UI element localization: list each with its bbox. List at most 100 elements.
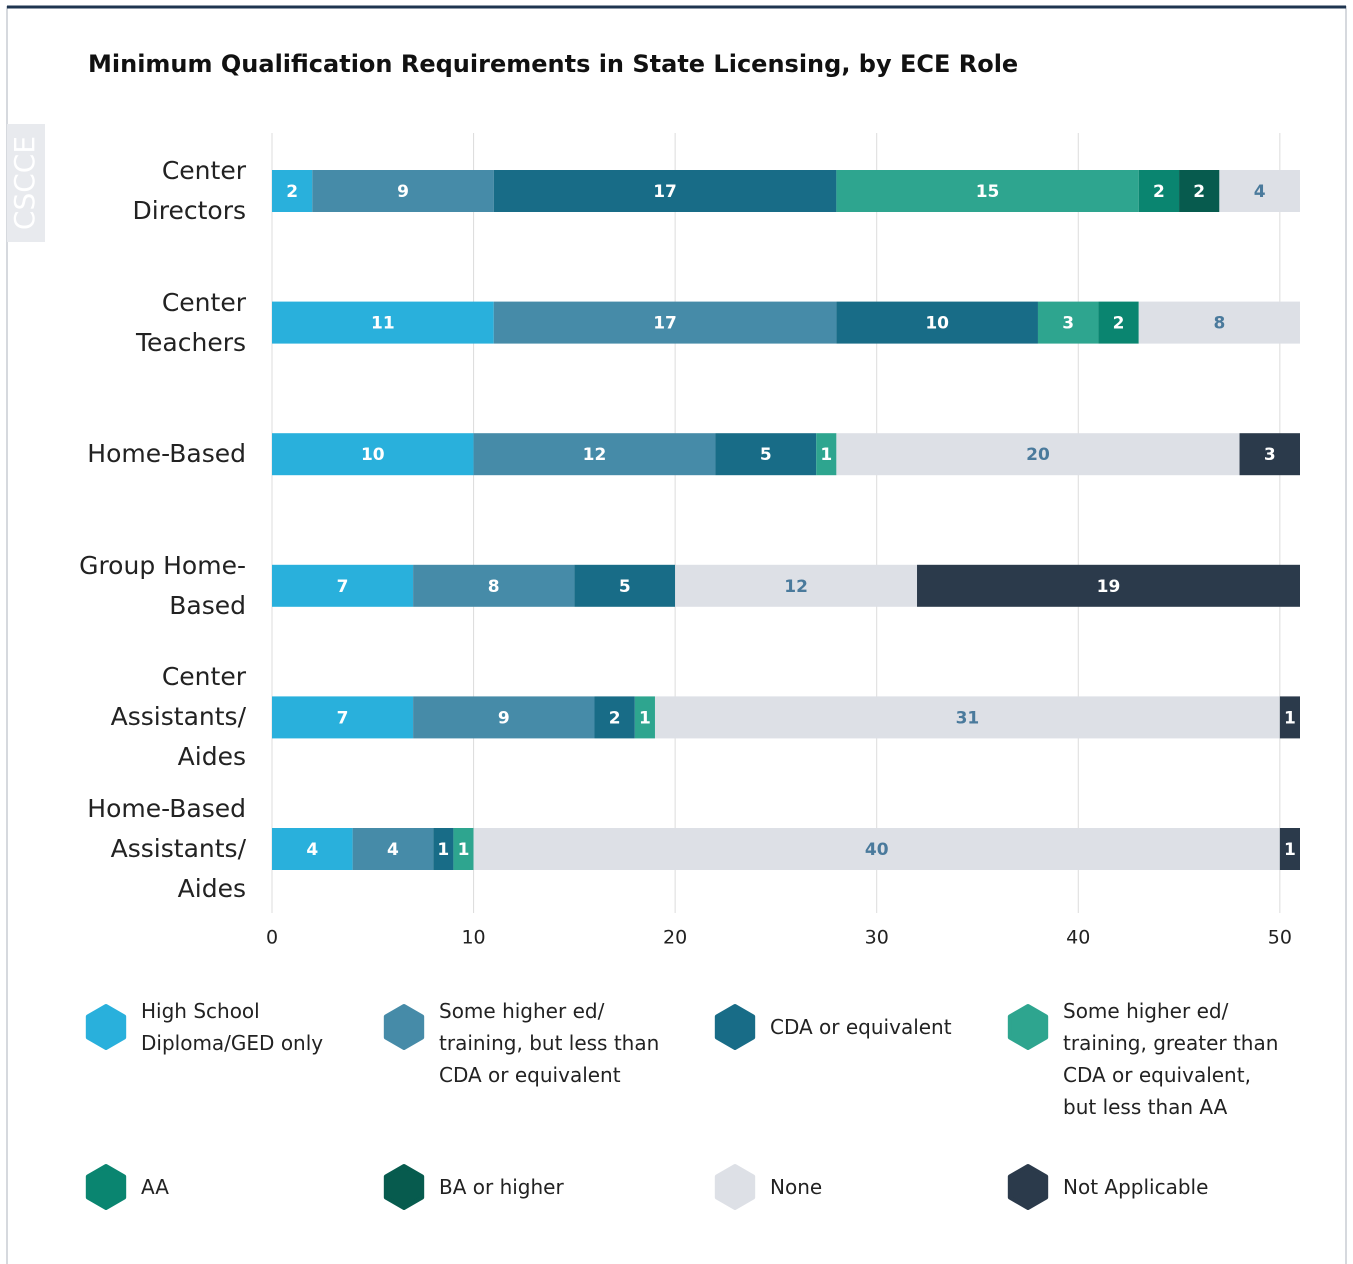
legend-swatch — [1007, 1164, 1049, 1210]
value-label: 8 — [488, 577, 500, 597]
bar-segment — [836, 433, 1240, 476]
value-label: 3 — [1264, 445, 1276, 465]
value-label: 1 — [1284, 840, 1296, 860]
watermark-box — [7, 124, 45, 242]
bar-segment — [493, 170, 837, 212]
value-label: 1 — [639, 708, 651, 728]
y-tick-label: Center Teachers — [136, 287, 246, 357]
value-label: 20 — [1026, 445, 1050, 465]
value-label: 2 — [609, 708, 621, 728]
value-label: 4 — [387, 840, 399, 860]
bar-segment — [1138, 170, 1180, 212]
value-label: 7 — [337, 708, 349, 728]
legend-label: AA — [141, 1175, 169, 1199]
legend-label: None — [770, 1175, 823, 1199]
x-tick-label: 40 — [1066, 927, 1090, 949]
value-label: 4 — [1254, 182, 1266, 202]
bar-segment — [634, 696, 655, 739]
bar-segment — [272, 170, 313, 212]
legend-label: Not Applicable — [1063, 1175, 1209, 1199]
x-tick-label: 30 — [865, 927, 889, 949]
legend-swatch — [714, 1164, 756, 1210]
bar-segment — [352, 828, 434, 870]
value-label: 7 — [337, 577, 349, 597]
legend-label: Some higher ed/ training, but less than … — [439, 999, 660, 1087]
y-tick-label: Home-Based Assistants/ Aides — [87, 794, 246, 903]
watermark: CSCCE — [8, 136, 41, 230]
value-label: 1 — [1284, 708, 1296, 728]
legend-swatch — [714, 1004, 756, 1050]
value-label: 40 — [865, 840, 889, 860]
bar-segment — [413, 696, 595, 739]
value-label: 9 — [397, 182, 409, 202]
value-label: 31 — [956, 708, 980, 728]
legend-swatch — [383, 1164, 425, 1210]
bar-segment — [312, 170, 494, 212]
y-tick-label: Home-Based — [87, 439, 246, 469]
x-tick-label: 50 — [1268, 927, 1292, 949]
bar-segment — [1138, 301, 1300, 344]
legend-label: High School Diploma/GED only — [141, 999, 324, 1055]
x-tick-label: 0 — [266, 927, 278, 949]
bar-segment — [433, 828, 454, 870]
bar-segment — [816, 433, 837, 476]
value-label: 3 — [1062, 314, 1074, 334]
bar-segment — [654, 696, 1280, 739]
y-tick-label: Center Directors — [132, 156, 246, 225]
bar-segment — [836, 170, 1139, 212]
bar-segment — [272, 564, 414, 607]
bar-segment — [453, 828, 474, 870]
bar-segment — [1239, 433, 1300, 476]
bar-segment — [473, 433, 716, 476]
value-label: 1 — [458, 840, 470, 860]
value-label: 1 — [820, 445, 832, 465]
bar-segment — [1179, 170, 1220, 212]
bar-segment — [1279, 828, 1300, 870]
bar-segment — [574, 564, 676, 607]
legend-swatch — [85, 1164, 127, 1210]
value-label: 5 — [760, 445, 772, 465]
bar-segment — [272, 828, 353, 870]
value-label: 12 — [583, 445, 607, 465]
legend-swatch — [85, 1004, 127, 1050]
chart-title: Minimum Qualification Requirements in St… — [88, 50, 1019, 78]
value-label: 2 — [1153, 182, 1165, 202]
bar-segment — [715, 433, 817, 476]
value-label: 10 — [361, 445, 385, 465]
bar-segment — [836, 301, 1038, 344]
value-label: 4 — [306, 840, 318, 860]
bar-segment — [413, 564, 575, 607]
x-tick-label: 10 — [461, 927, 485, 949]
y-tick-label: Group Home-Based — [79, 550, 246, 620]
legend-swatch — [1007, 1004, 1049, 1050]
bar-segment — [272, 301, 494, 344]
value-label: 8 — [1213, 314, 1225, 334]
value-label: 2 — [1193, 182, 1205, 202]
y-tick-label: Center Assistants/ Aides — [110, 662, 246, 772]
bar-segment — [473, 828, 1280, 870]
value-label: 15 — [976, 182, 1000, 202]
bar-segment — [1219, 170, 1300, 212]
value-label: 9 — [498, 708, 510, 728]
legend-label: CDA or equivalent — [770, 1015, 952, 1039]
value-label: 19 — [1097, 577, 1121, 597]
legend-label: BA or higher — [439, 1175, 564, 1199]
bar-segment — [1098, 301, 1139, 344]
bar-segment — [1037, 301, 1099, 344]
value-label: 17 — [653, 182, 677, 202]
value-label: 12 — [784, 577, 808, 597]
value-label: 10 — [925, 314, 949, 334]
legend-label: Some higher ed/ training, greater than C… — [1063, 999, 1279, 1119]
bar-segment — [272, 433, 474, 476]
bar-segment — [917, 564, 1300, 607]
value-label: 2 — [286, 182, 298, 202]
value-label: 11 — [371, 314, 395, 334]
value-label: 2 — [1113, 314, 1125, 334]
value-label: 17 — [653, 314, 677, 334]
value-label: 5 — [619, 577, 631, 597]
bar-segment — [675, 564, 918, 607]
value-label: 1 — [437, 840, 449, 860]
x-tick-label: 20 — [663, 927, 687, 949]
